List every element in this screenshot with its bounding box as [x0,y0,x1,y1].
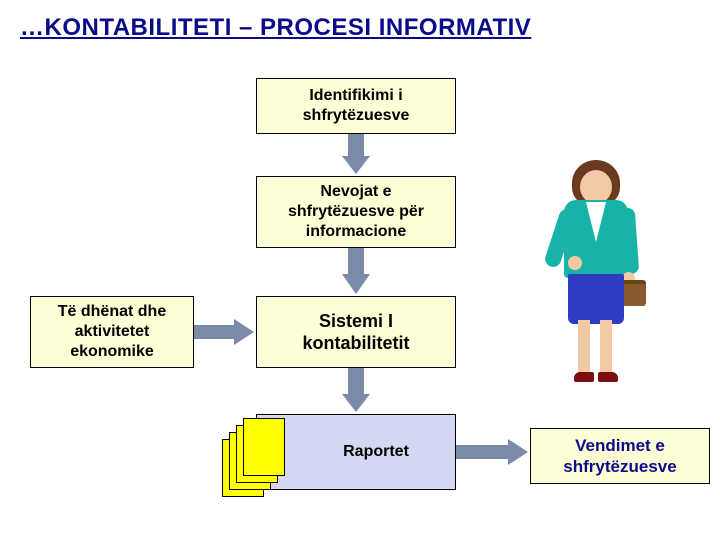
arrow-right-icon [456,438,528,466]
page-icon [243,418,285,476]
node-label: Sistemi Ikontabilitetit [303,310,410,355]
raportet-pages-icon [222,418,285,497]
node-label: Të dhënat dheaktivitetetekonomike [58,302,166,362]
businesswoman-icon [534,160,654,390]
node-identifikimi: Identifikimi ishfrytëzuesve [256,78,456,134]
page-title: …KONTABILITETI – PROCESI INFORMATIV [20,14,531,42]
node-label: Raportet [303,443,409,461]
node-raportet: Raportet [256,414,456,490]
arrow-right-icon [194,318,254,346]
node-nevojat: Nevojat eshfrytëzuesve përinformacione [256,176,456,248]
node-te-dhenat: Të dhënat dheaktivitetetekonomike [30,296,194,368]
node-label: Nevojat eshfrytëzuesve përinformacione [288,182,424,242]
node-label: Identifikimi ishfrytëzuesve [303,86,410,126]
node-label: Vendimet eshfrytëzuesve [563,435,676,478]
node-sistemi: Sistemi Ikontabilitetit [256,296,456,368]
node-vendimet: Vendimet eshfrytëzuesve [530,428,710,484]
